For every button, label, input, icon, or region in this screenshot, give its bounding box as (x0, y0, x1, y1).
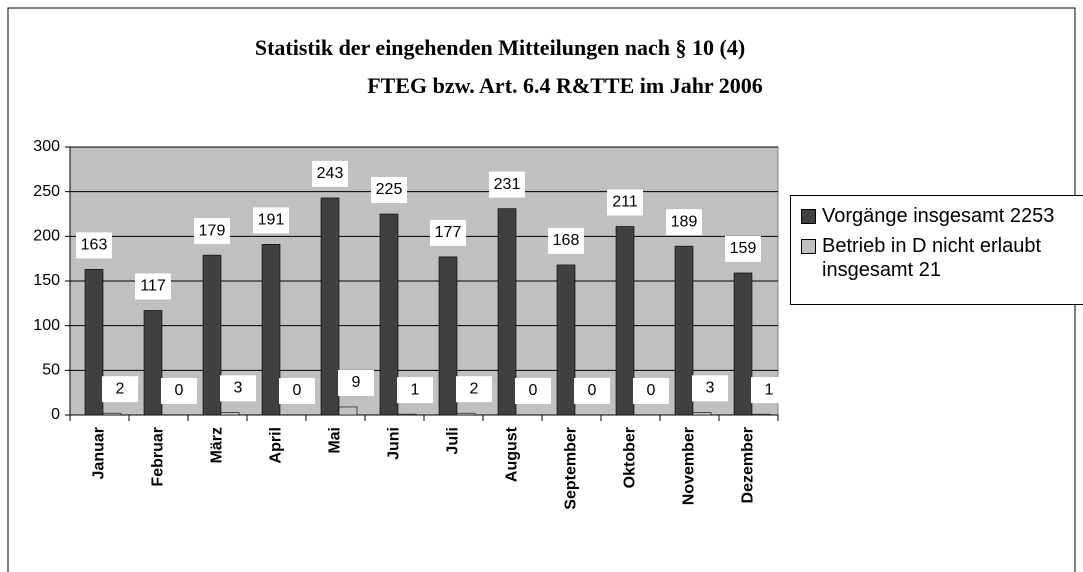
data-label-box (253, 207, 289, 234)
data-label: 243 (317, 165, 344, 182)
data-label: 2 (470, 380, 479, 397)
bar (733, 272, 753, 416)
legend: Vorgänge insgesamt 2253 Betrieb in D nich… (790, 195, 1083, 305)
bar (615, 226, 635, 416)
legend-label: Betrieb in D nicht erlaubt insgesamt 21 (822, 235, 1042, 281)
data-label: 225 (376, 181, 403, 198)
data-label: 2 (116, 380, 125, 397)
x-tick-label: April (268, 427, 285, 463)
y-tick-label: 100 (33, 317, 60, 334)
data-label-box (161, 378, 197, 404)
data-label-box (220, 375, 256, 402)
x-tick-label: Januar (91, 427, 108, 479)
data-label-box (666, 209, 702, 236)
data-label: 168 (553, 232, 580, 249)
bar (143, 310, 163, 416)
data-label: 211 (612, 194, 638, 211)
data-label: 0 (647, 382, 656, 399)
y-tick-label: 0 (51, 406, 60, 423)
bar (456, 412, 476, 416)
data-label: 0 (175, 382, 184, 399)
data-label-box (338, 369, 374, 396)
legend-item: Betrieb in D nicht erlaubt insgesamt 21 (801, 234, 1083, 282)
x-tick-label: Dezember (740, 427, 757, 503)
y-tick-label: 50 (42, 362, 60, 379)
data-label: 0 (293, 382, 302, 399)
bar (692, 412, 712, 416)
data-label-box (489, 171, 525, 198)
bar (202, 254, 222, 416)
data-label: 231 (494, 176, 521, 193)
data-label-box (397, 377, 433, 404)
data-label: 9 (352, 374, 361, 391)
data-label-box (751, 377, 787, 404)
data-label-box (574, 378, 610, 404)
bar (220, 412, 240, 416)
bar (261, 244, 281, 416)
y-tick-label: 250 (33, 183, 60, 200)
data-label-box (371, 177, 407, 203)
y-tick-label: 200 (33, 228, 60, 245)
bar (751, 413, 771, 416)
data-label-box (633, 378, 669, 404)
data-label-box (725, 235, 761, 262)
data-label: 179 (199, 222, 226, 239)
chart-title: FTEG bzw. Art. 6.4 R&TTE im Jahr 2006 (367, 73, 763, 98)
x-tick-label: Juli (445, 427, 462, 455)
bar (438, 256, 458, 416)
data-label-box (692, 375, 728, 402)
data-label-box (279, 378, 315, 404)
bar (84, 269, 104, 416)
data-label-box (548, 227, 584, 254)
x-tick-label: Mai (327, 427, 344, 454)
data-label: 1 (765, 381, 774, 398)
data-label-box (312, 160, 348, 187)
data-label: 163 (81, 237, 108, 254)
y-tick-label: 150 (33, 272, 60, 289)
bar (102, 412, 122, 416)
data-label: 189 (671, 213, 698, 230)
chart-title: Statistik der eingehenden Mitteilungen n… (255, 35, 745, 60)
x-tick-label: Juni (386, 427, 403, 460)
data-label: 177 (435, 224, 462, 241)
x-tick-label: Oktober (622, 427, 639, 488)
legend-swatch (801, 239, 816, 254)
x-tick-label: Februar (150, 427, 167, 487)
data-label-box (430, 219, 466, 246)
legend-label: Vorgänge insgesamt 2253 (822, 205, 1055, 227)
data-label-box (102, 376, 138, 403)
data-label: 0 (529, 382, 538, 399)
x-tick-label: August (504, 426, 521, 482)
data-label-box (76, 232, 112, 259)
data-label: 3 (706, 380, 715, 397)
data-label: 1 (411, 381, 420, 398)
bar (379, 213, 399, 416)
bar (497, 208, 517, 416)
data-label: 159 (730, 240, 757, 257)
legend-swatch (801, 209, 816, 224)
x-tick-label: November (681, 427, 698, 505)
bar (320, 197, 340, 416)
data-label-box (194, 218, 230, 245)
x-tick-label: September (563, 427, 580, 510)
legend-item: Vorgänge insgesamt 2253 (801, 204, 1083, 228)
bar (338, 406, 358, 416)
data-label: 117 (140, 278, 166, 295)
data-label: 191 (258, 212, 285, 229)
bar (674, 245, 694, 416)
y-tick-label: 300 (33, 138, 60, 155)
bar (397, 413, 417, 416)
bar (556, 264, 576, 416)
data-label: 0 (588, 382, 597, 399)
data-label-box (607, 189, 643, 216)
x-tick-label: März (209, 427, 226, 463)
data-label-box (135, 273, 171, 300)
data-label-box (515, 378, 551, 404)
data-label: 3 (234, 380, 243, 397)
data-label-box (456, 376, 492, 403)
